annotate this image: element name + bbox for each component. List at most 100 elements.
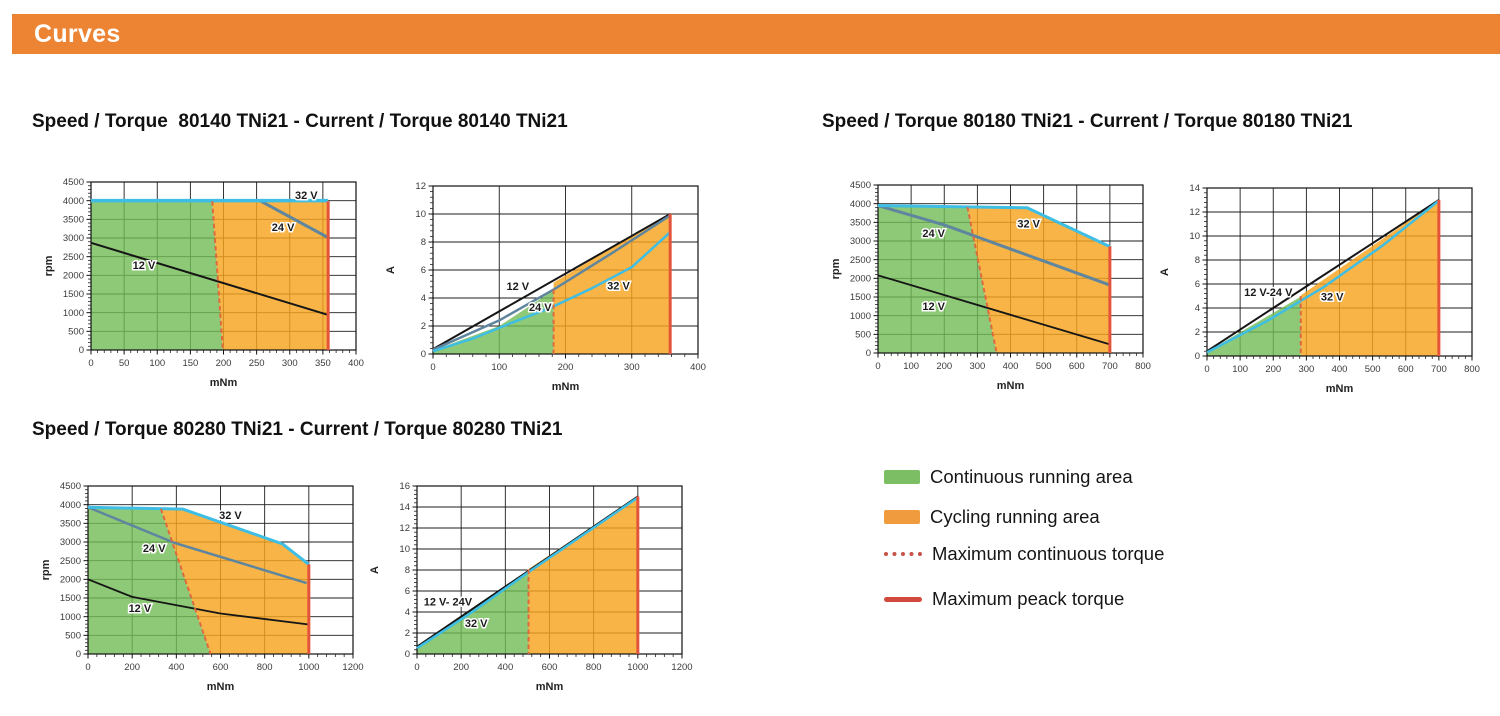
svg-text:600: 600 [1398, 364, 1414, 375]
svg-text:3500: 3500 [63, 215, 84, 226]
svg-text:200: 200 [558, 362, 574, 373]
chart-speed-torque-80280: 0 200 400 600 800 1000 1200 0 500 1000 1500 2000 250… [36, 476, 369, 698]
svg-text:500: 500 [855, 330, 871, 341]
svg-text:1500: 1500 [60, 593, 81, 604]
svg-text:400: 400 [1003, 361, 1019, 372]
svg-text:6: 6 [1195, 279, 1200, 290]
svg-text:4500: 4500 [850, 180, 871, 191]
svg-text:6: 6 [421, 265, 426, 276]
svg-text:12: 12 [399, 523, 410, 534]
svg-text:14: 14 [399, 502, 410, 513]
legend-label: Cycling running area [930, 506, 1100, 527]
svg-text:0: 0 [1204, 364, 1209, 375]
solid-red-line-icon [884, 596, 922, 602]
svg-text:300: 300 [969, 361, 985, 372]
chart-group-title-80280: Speed / Torque 80280 TNi21 - Current / T… [32, 419, 563, 440]
svg-text:100: 100 [903, 361, 919, 372]
svg-text:200: 200 [216, 358, 232, 369]
svg-text:100: 100 [1232, 364, 1248, 375]
svg-text:mNm: mNm [207, 681, 235, 693]
svg-text:1000: 1000 [60, 612, 81, 623]
svg-text:400: 400 [690, 362, 706, 373]
svg-text:10: 10 [415, 209, 426, 220]
svg-text:2500: 2500 [60, 556, 81, 567]
svg-text:800: 800 [586, 662, 602, 673]
svg-text:0: 0 [866, 348, 871, 359]
chart-canvas: 0 100 200 300 400 500 600 700 800 0 500 1000 1500 200… [830, 180, 1151, 392]
svg-text:3000: 3000 [850, 236, 871, 247]
svg-text:0: 0 [414, 662, 419, 673]
svg-text:6: 6 [405, 586, 410, 597]
svg-text:12 V-24 V: 12 V-24 V [1244, 287, 1293, 299]
svg-text:A: A [369, 566, 381, 574]
chart-speed-torque-80140: 0 50 100 150 200 250 300 350 400 0 500 1000 1500 2000… [39, 172, 372, 394]
svg-text:16: 16 [399, 481, 410, 492]
svg-text:24 V: 24 V [272, 222, 295, 234]
legend-label: Maximum peack torque [932, 588, 1125, 609]
svg-text:400: 400 [348, 358, 364, 369]
svg-text:rpm: rpm [40, 559, 52, 580]
svg-text:4: 4 [1195, 303, 1200, 314]
svg-text:500: 500 [1036, 361, 1052, 372]
svg-text:100: 100 [149, 358, 165, 369]
svg-text:500: 500 [65, 631, 81, 642]
dotted-red-line-icon [884, 552, 922, 556]
svg-text:1500: 1500 [850, 292, 871, 303]
svg-text:32 V: 32 V [465, 618, 488, 630]
svg-text:400: 400 [497, 662, 513, 673]
svg-text:600: 600 [542, 662, 558, 673]
svg-text:1000: 1000 [63, 308, 84, 319]
svg-text:150: 150 [182, 358, 198, 369]
svg-text:800: 800 [1464, 364, 1480, 375]
svg-text:mNm: mNm [997, 380, 1025, 392]
svg-text:12 V: 12 V [506, 281, 529, 293]
svg-text:12: 12 [415, 181, 426, 192]
svg-text:A: A [385, 266, 397, 274]
svg-text:0: 0 [875, 361, 880, 372]
svg-text:2: 2 [405, 628, 410, 639]
legend-label: Continuous running area [930, 466, 1133, 487]
svg-text:12 V: 12 V [129, 603, 152, 615]
svg-text:A: A [1159, 268, 1171, 276]
svg-text:3500: 3500 [60, 519, 81, 530]
svg-text:12: 12 [1189, 207, 1200, 218]
svg-text:4: 4 [421, 293, 426, 304]
svg-text:600: 600 [1069, 361, 1085, 372]
page-title: Curves [34, 20, 121, 48]
svg-text:250: 250 [249, 358, 265, 369]
legend-item-continuous-area: Continuous running area [884, 465, 1133, 489]
svg-text:0: 0 [405, 649, 410, 660]
svg-text:8: 8 [421, 237, 426, 248]
chart-canvas: 0 100 200 300 400 500 600 700 800 0 2 4 6 8 10 12 14 mNm A… [1159, 183, 1480, 395]
svg-text:500: 500 [1365, 364, 1381, 375]
svg-text:600: 600 [213, 662, 229, 673]
svg-text:0: 0 [430, 362, 435, 373]
svg-text:32 V: 32 V [1321, 292, 1344, 304]
svg-text:14: 14 [1189, 183, 1200, 194]
svg-text:10: 10 [1189, 231, 1200, 242]
svg-text:800: 800 [1135, 361, 1151, 372]
svg-text:24 V: 24 V [143, 543, 166, 555]
svg-text:3000: 3000 [60, 537, 81, 548]
svg-text:1000: 1000 [627, 662, 648, 673]
svg-text:300: 300 [624, 362, 640, 373]
chart-canvas: 0 200 400 600 800 1000 1200 0 2 4 6 8 10 12 14 16 mNm A 12… [369, 481, 693, 693]
svg-text:0: 0 [85, 662, 90, 673]
svg-text:3500: 3500 [850, 218, 871, 229]
svg-text:400: 400 [1332, 364, 1348, 375]
svg-text:200: 200 [1265, 364, 1281, 375]
svg-text:4: 4 [405, 607, 410, 618]
chart-current-torque-80280: 0 200 400 600 800 1000 1200 0 2 4 6 8 10 12 14 16 mNm A 12… [365, 476, 698, 698]
svg-text:4500: 4500 [60, 481, 81, 492]
svg-text:3000: 3000 [63, 233, 84, 244]
svg-text:1000: 1000 [850, 311, 871, 322]
svg-text:32 V: 32 V [607, 280, 630, 292]
svg-text:mNm: mNm [552, 381, 580, 393]
svg-text:24 V: 24 V [529, 302, 552, 314]
svg-text:100: 100 [491, 362, 507, 373]
svg-text:200: 200 [936, 361, 952, 372]
svg-text:12 V: 12 V [922, 301, 945, 313]
svg-text:8: 8 [1195, 255, 1200, 266]
chart-speed-torque-80180: 0 100 200 300 400 500 600 700 800 0 500 1000 1500 200… [826, 175, 1159, 397]
chart-group-title-80180: Speed / Torque 80180 TNi21 - Current / T… [822, 111, 1353, 132]
